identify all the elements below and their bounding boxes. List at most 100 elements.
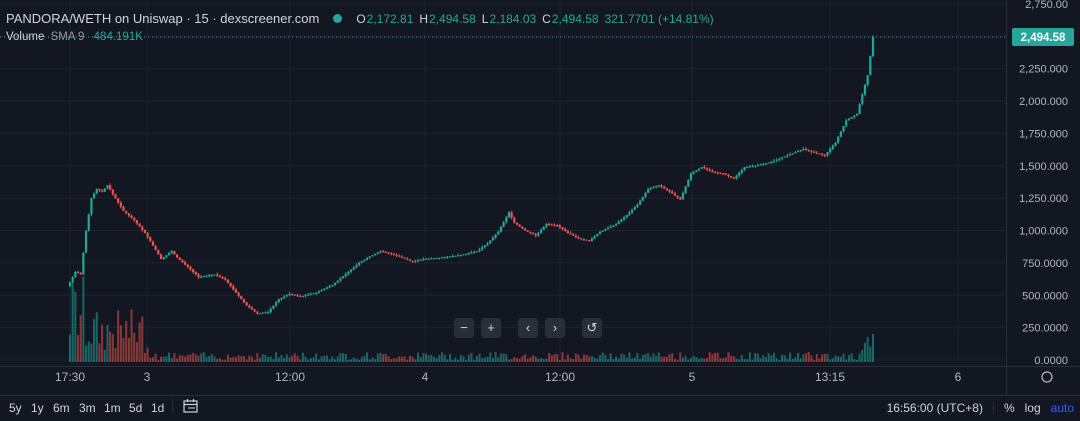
scroll-left-button[interactable]: ‹ (518, 318, 538, 338)
candle (826, 152, 829, 156)
reset-chart-button[interactable]: ↺ (582, 318, 602, 338)
volume-bar (342, 353, 345, 362)
candle (622, 217, 626, 220)
candle (213, 274, 216, 276)
candle (521, 226, 524, 229)
candle (205, 275, 208, 277)
volume-bar (320, 356, 323, 362)
volume-bar (633, 357, 636, 362)
date-range-icon[interactable] (182, 398, 200, 417)
volume-bar (778, 359, 781, 362)
candle (713, 172, 717, 174)
candle (432, 258, 436, 260)
percent-scale-toggle[interactable]: % (1003, 401, 1015, 415)
candle (315, 292, 318, 294)
zoom-out-button[interactable]: − (454, 318, 474, 338)
candle (92, 193, 96, 199)
volume-bar (604, 354, 607, 362)
candle (229, 282, 232, 287)
volume-bar (224, 359, 227, 362)
candle (403, 257, 406, 259)
timeframe-5y[interactable]: 5y (9, 401, 22, 415)
scroll-right-button[interactable]: › (545, 318, 565, 338)
volume-bar (371, 357, 374, 362)
last-price-tag (1012, 27, 1074, 46)
volume-bar (449, 354, 452, 362)
volume-bar (797, 352, 800, 362)
timeframe-6m[interactable]: 6m (53, 401, 70, 415)
candle (866, 75, 869, 85)
candle (807, 149, 810, 151)
candle (850, 117, 853, 119)
candle (288, 293, 291, 296)
volume-bar (251, 356, 254, 362)
candle (502, 222, 505, 227)
volume-bar (526, 358, 529, 362)
timeframe-1y[interactable]: 1y (31, 401, 44, 415)
candle (743, 167, 746, 170)
candle (250, 307, 254, 310)
candle (71, 277, 74, 283)
candle (596, 234, 599, 237)
auto-scale-toggle[interactable]: auto (1050, 401, 1074, 415)
volume-bar (561, 352, 564, 362)
timeframe-3m[interactable]: 3m (79, 401, 96, 415)
volume-bar (419, 356, 422, 362)
volume-bar (416, 352, 419, 362)
candle (157, 249, 160, 255)
scale-options: 16:56:00 (UTC+8) % log auto (887, 401, 1074, 415)
candle (665, 188, 668, 191)
volume-bar (358, 359, 361, 362)
volume-bar (510, 359, 513, 362)
timeframe-5d[interactable]: 5d (129, 401, 143, 415)
volume-bar (414, 359, 417, 362)
x-tick-label: 17:30 (55, 370, 85, 384)
ohlc-low-value: 2,184.03 (489, 11, 537, 26)
candle (79, 273, 82, 275)
volume-bar (218, 358, 221, 362)
candle (869, 56, 872, 76)
volume-bar (221, 359, 224, 362)
timeframe-1d[interactable]: 1d (151, 401, 165, 415)
candle (95, 189, 98, 194)
candle (299, 295, 302, 297)
log-scale-toggle[interactable]: log (1024, 401, 1041, 415)
candle (756, 165, 760, 167)
volume-bar (869, 346, 872, 362)
candle (700, 167, 703, 169)
zoom-in-button[interactable]: + (481, 318, 501, 338)
volume-bar (834, 355, 837, 362)
current-time[interactable]: 16:56:00 (UTC+8) (886, 401, 983, 415)
volume-bar (558, 359, 561, 362)
volume-bar (689, 358, 692, 362)
volume-bar (612, 359, 615, 362)
timeframe-1m[interactable]: 1m (104, 401, 121, 415)
volume-bar (181, 355, 184, 362)
candle (68, 282, 72, 287)
volume-bar (644, 354, 647, 362)
candle (609, 226, 612, 228)
candle (486, 243, 489, 246)
settings-icon[interactable] (1041, 371, 1053, 383)
volume-bar (117, 310, 120, 362)
candle (430, 258, 433, 260)
candle (679, 197, 682, 200)
candle (106, 185, 109, 189)
candle (628, 212, 631, 215)
volume-bar (379, 352, 382, 362)
candle (810, 150, 813, 152)
volume-bar (256, 353, 259, 362)
candle (400, 256, 404, 258)
candle (834, 142, 837, 146)
volume-bar (208, 355, 211, 362)
volume-bar (516, 357, 519, 362)
candle (513, 217, 516, 223)
volume-bar (165, 356, 168, 362)
volume-bar (269, 356, 272, 362)
volume-bar (759, 358, 762, 362)
volume-bar (74, 291, 77, 362)
volume-sma-label: SMA 9 (50, 31, 85, 43)
candle (697, 168, 701, 171)
ohlc-high-key: H (419, 11, 429, 26)
